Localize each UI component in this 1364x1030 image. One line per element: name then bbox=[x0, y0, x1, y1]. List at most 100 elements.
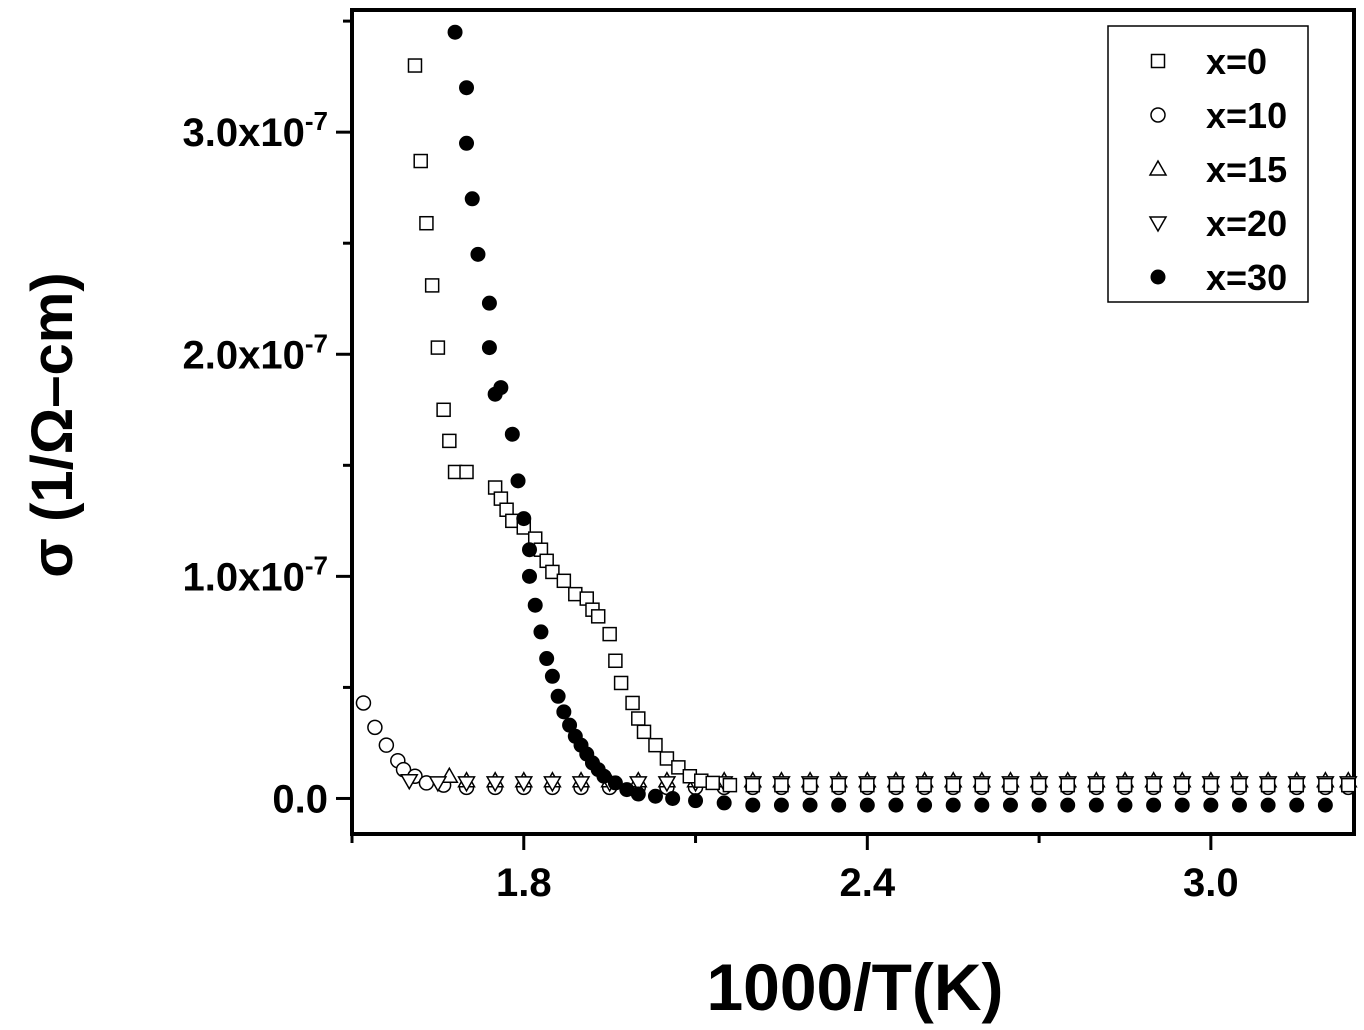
data-point bbox=[470, 246, 486, 262]
legend-marker bbox=[1150, 107, 1166, 123]
legend-marker bbox=[1150, 269, 1166, 285]
data-point bbox=[860, 777, 875, 793]
data-point bbox=[457, 776, 476, 793]
data-point bbox=[550, 688, 566, 704]
legend-marker bbox=[1150, 53, 1166, 69]
data-point bbox=[1203, 777, 1219, 793]
data-point bbox=[831, 777, 846, 793]
data-point bbox=[516, 511, 532, 527]
data-point bbox=[665, 790, 681, 806]
data-point bbox=[399, 773, 419, 791]
data-point bbox=[413, 153, 428, 169]
data-point bbox=[917, 777, 932, 793]
data-point bbox=[802, 797, 818, 813]
data-point bbox=[773, 797, 789, 813]
x-axis: 1.8 2.4 3.0 bbox=[350, 834, 1239, 905]
data-point bbox=[1289, 797, 1305, 813]
data-point bbox=[355, 695, 372, 711]
data-point bbox=[613, 675, 629, 691]
x-tick-label: 2.4 bbox=[840, 861, 896, 905]
data-point bbox=[1174, 777, 1190, 793]
data-point bbox=[716, 795, 732, 811]
data-point bbox=[1031, 797, 1047, 813]
data-point bbox=[424, 278, 440, 293]
data-point bbox=[590, 609, 606, 624]
data-point bbox=[722, 777, 738, 793]
legend-marker bbox=[1148, 216, 1168, 233]
data-point bbox=[831, 797, 847, 813]
y-axis-title: σ (1/Ω–cm) bbox=[20, 272, 85, 577]
y-tick-exponent: -7 bbox=[305, 106, 328, 136]
data-point bbox=[1089, 777, 1104, 793]
data-point bbox=[436, 402, 451, 418]
legend-label: x=10 bbox=[1206, 95, 1287, 136]
data-point bbox=[447, 24, 463, 40]
data-point bbox=[608, 653, 623, 669]
legend-item: x=0 bbox=[1150, 41, 1267, 82]
data-point bbox=[521, 542, 537, 558]
y-axis: 0.0 1.0x10-7 2.0x10-7 3.0x10-7 bbox=[183, 19, 352, 821]
data-point bbox=[647, 788, 663, 804]
data-point bbox=[521, 568, 537, 584]
legend: x=0 x=10 x=15 x=20 x=30 bbox=[1107, 25, 1309, 303]
data-point bbox=[636, 724, 652, 740]
data-point bbox=[459, 135, 475, 151]
data-point bbox=[745, 777, 761, 793]
plot-series bbox=[355, 24, 1358, 813]
data-point bbox=[859, 797, 875, 813]
data-point bbox=[1174, 797, 1190, 813]
data-point bbox=[974, 777, 990, 793]
data-point bbox=[1341, 777, 1356, 793]
legend-label: x=30 bbox=[1206, 257, 1287, 298]
legend-box bbox=[1107, 25, 1309, 303]
data-point bbox=[539, 651, 555, 667]
data-point bbox=[888, 777, 904, 793]
data-point bbox=[1117, 797, 1133, 813]
legend-item: x=30 bbox=[1150, 257, 1287, 298]
series-x-30 bbox=[447, 24, 1333, 813]
data-point bbox=[1088, 797, 1104, 813]
y-tick-label: 0.0 bbox=[272, 777, 328, 821]
legend-label: x=0 bbox=[1206, 41, 1267, 82]
data-point bbox=[945, 777, 961, 793]
data-point bbox=[1146, 797, 1162, 813]
data-point bbox=[481, 295, 497, 311]
data-point bbox=[514, 776, 534, 793]
data-point bbox=[596, 768, 612, 784]
data-point bbox=[917, 797, 933, 813]
data-point bbox=[1060, 797, 1076, 813]
y-tick-label: 1.0x10-7 bbox=[183, 550, 328, 599]
data-point bbox=[1031, 777, 1047, 793]
data-point bbox=[602, 626, 617, 642]
data-point bbox=[1260, 797, 1276, 813]
series-x-0 bbox=[407, 58, 1356, 793]
data-point bbox=[1003, 777, 1018, 793]
data-point bbox=[974, 797, 990, 813]
data-point bbox=[1002, 797, 1018, 813]
data-point bbox=[556, 704, 572, 720]
x-tick-label: 3.0 bbox=[1183, 861, 1239, 905]
y-tick-base: 0.0 bbox=[272, 777, 328, 821]
y-tick-label: 2.0x10-7 bbox=[183, 328, 328, 377]
data-point bbox=[504, 426, 520, 442]
data-point bbox=[367, 719, 383, 736]
y-tick-base: 1.0x10 bbox=[183, 555, 305, 599]
data-point bbox=[430, 340, 446, 355]
data-point bbox=[571, 776, 591, 793]
data-point bbox=[407, 58, 423, 73]
y-tick-base: 2.0x10 bbox=[183, 333, 305, 377]
legend-item: x=15 bbox=[1148, 149, 1287, 190]
legend-item: x=20 bbox=[1148, 203, 1287, 244]
x-tick-label: 1.8 bbox=[496, 861, 552, 905]
data-point bbox=[625, 695, 640, 711]
data-point bbox=[631, 711, 646, 726]
y-tick-base: 3.0x10 bbox=[183, 111, 305, 155]
data-point bbox=[485, 776, 505, 793]
data-point bbox=[1146, 777, 1161, 793]
data-point bbox=[688, 793, 704, 809]
legend-label: x=15 bbox=[1206, 149, 1287, 190]
x-axis-title: 1000/T(K) bbox=[706, 950, 1003, 1024]
data-point bbox=[510, 473, 526, 489]
data-point bbox=[1117, 777, 1133, 793]
